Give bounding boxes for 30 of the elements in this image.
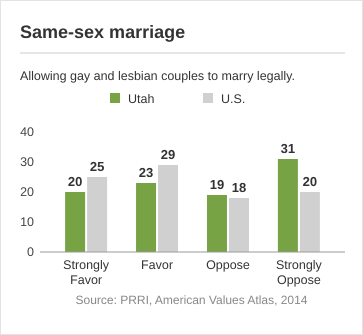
y-tick-label: 20 (20, 185, 34, 199)
data-label: 20 (68, 174, 82, 189)
bar (136, 183, 156, 252)
y-tick-label: 10 (20, 215, 34, 229)
bar (206, 195, 227, 252)
x-tick-label: Oppose (206, 258, 250, 272)
bar (278, 159, 298, 252)
data-label: 20 (302, 174, 318, 189)
y-tick-label: 0 (27, 245, 34, 259)
bar (158, 165, 178, 252)
bar (228, 198, 249, 252)
data-label: 18 (232, 180, 246, 195)
x-tick-label: Favor (141, 258, 174, 272)
bar (300, 192, 320, 252)
source-note: Source: PRRI, American Values Atlas, 2014 (76, 293, 308, 307)
data-label: 23 (138, 165, 154, 180)
y-tick-label: 40 (20, 125, 34, 139)
data-label: 29 (160, 147, 176, 162)
data-label: 31 (280, 141, 296, 156)
legend-label: Utah (128, 92, 154, 106)
chart-subtitle: Allowing gay and lesbian couples to marry legally. (20, 69, 295, 83)
chart-title: Same-sex marriage (20, 22, 186, 42)
data-label: 19 (210, 177, 224, 192)
legend-label: U.S. (221, 92, 246, 106)
x-tick-label: Strongly Favor (63, 258, 110, 287)
x-tick-label: Strongly Oppose (276, 258, 323, 287)
bar (87, 177, 108, 252)
bar (65, 192, 86, 252)
data-label: 25 (90, 159, 104, 174)
y-tick-label: 30 (20, 155, 34, 169)
